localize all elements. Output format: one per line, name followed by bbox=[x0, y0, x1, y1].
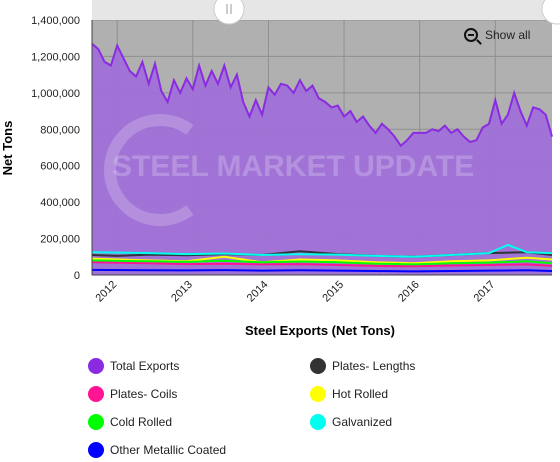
y-tick-label: 800,000 bbox=[40, 124, 80, 136]
show-all-button[interactable]: Show all bbox=[464, 28, 530, 42]
legend-marker bbox=[310, 386, 326, 402]
watermark: STEEL MARKET UPDATE bbox=[104, 114, 474, 226]
legend-label: Total Exports bbox=[110, 359, 180, 373]
legend-item-plates-coils[interactable]: Plates- Coils bbox=[88, 386, 177, 402]
x-tick-label: 2012 bbox=[94, 279, 120, 305]
legend-marker bbox=[310, 358, 326, 374]
y-tick-label: 1,400,000 bbox=[31, 15, 80, 27]
legend-marker bbox=[310, 414, 326, 430]
y-tick-label: 600,000 bbox=[40, 161, 80, 173]
legend-marker bbox=[88, 358, 104, 374]
legend-item-cold-rolled[interactable]: Cold Rolled bbox=[88, 414, 172, 430]
series-line-plates-coils[interactable] bbox=[91, 261, 553, 268]
x-tick-label: 2016 bbox=[396, 279, 422, 305]
x-tick-label: 2013 bbox=[169, 279, 195, 305]
x-tick-label: 2017 bbox=[472, 279, 498, 305]
legend-label: Hot Rolled bbox=[332, 387, 389, 401]
legend-label: Galvanized bbox=[332, 415, 393, 429]
legend-label: Plates- Lengths bbox=[332, 359, 416, 373]
y-tick-label: 1,200,000 bbox=[31, 51, 80, 63]
legend-item-total-exports[interactable]: Total Exports bbox=[88, 358, 179, 374]
series-line-galvanized[interactable] bbox=[91, 243, 553, 258]
range-handle-right[interactable] bbox=[541, 0, 560, 25]
y-axis-label: Net Tons bbox=[0, 121, 15, 176]
x-axis-label: Steel Exports (Net Tons) bbox=[245, 323, 395, 338]
watermark-text: STEEL MARKET UPDATE bbox=[112, 150, 474, 183]
legend-marker bbox=[88, 442, 104, 458]
y-tick-label: 200,000 bbox=[40, 234, 80, 246]
y-tick-label: 1,000,000 bbox=[31, 88, 80, 100]
series-line-total-exports[interactable] bbox=[91, 42, 553, 148]
legend-label: Plates- Coils bbox=[110, 387, 178, 401]
legend-item-galvanized[interactable]: Galvanized bbox=[310, 414, 392, 430]
legend-marker bbox=[88, 386, 104, 402]
y-tick-label: 0 bbox=[74, 270, 80, 282]
x-tick-label: 2014 bbox=[245, 279, 271, 305]
zoom-out-icon bbox=[464, 28, 478, 42]
series-line-other-metallic-coated[interactable] bbox=[91, 268, 553, 273]
range-navigator[interactable] bbox=[92, 0, 560, 25]
legend-item-plates-lengths[interactable]: Plates- Lengths bbox=[310, 358, 415, 374]
show-all-label: Show all bbox=[485, 28, 531, 42]
legend-label: Other Metallic Coated bbox=[110, 443, 227, 457]
series-line-cold-rolled[interactable] bbox=[91, 259, 553, 266]
legend-label: Cold Rolled bbox=[110, 415, 173, 429]
legend-marker bbox=[88, 414, 104, 430]
y-tick-label: 400,000 bbox=[40, 197, 80, 209]
legend-item-hot-rolled[interactable]: Hot Rolled bbox=[310, 386, 388, 402]
range-handle-left[interactable] bbox=[213, 0, 245, 25]
x-tick-label: 2015 bbox=[320, 279, 346, 305]
legend-item-other-metallic-coated[interactable]: Other Metallic Coated bbox=[88, 442, 226, 458]
series-area-total-exports bbox=[92, 43, 552, 276]
